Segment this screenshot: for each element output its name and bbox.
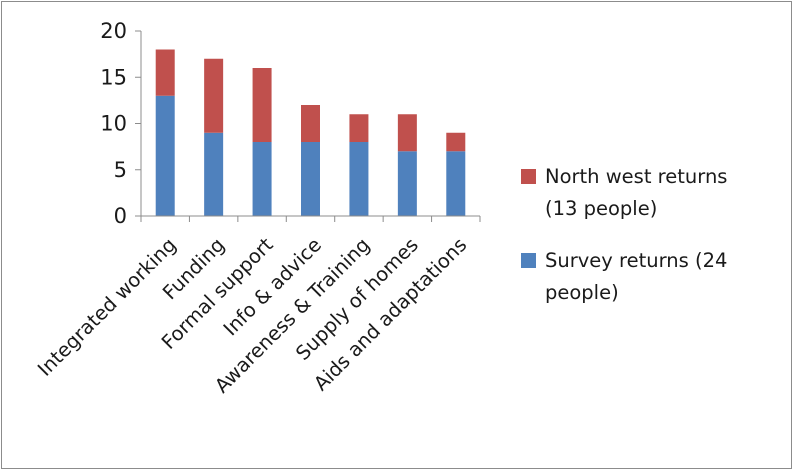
bars: [155, 49, 466, 216]
bar-north-west-returns: [349, 114, 369, 142]
bar-survey-returns: [349, 142, 369, 216]
y-tick-label: 0: [114, 204, 127, 228]
y-tick-label: 5: [114, 158, 127, 182]
bar-north-west-returns: [301, 105, 320, 142]
bar-survey-returns: [155, 95, 175, 216]
bar-survey-returns: [446, 151, 466, 216]
bar-north-west-returns: [446, 132, 466, 152]
bar-north-west-returns: [204, 58, 224, 133]
x-category-label: Integrated working: [33, 233, 181, 381]
legend-label: (13 people): [545, 197, 657, 220]
bar-north-west-returns: [155, 49, 175, 96]
y-tick-label: 20: [100, 19, 127, 43]
legend-label: people): [545, 281, 619, 304]
bar-survey-returns: [397, 151, 417, 216]
bar-survey-returns: [204, 132, 224, 216]
legend: North west returns (13 people) Survey retu…: [521, 165, 727, 304]
legend-label: Survey returns (24: [545, 249, 727, 272]
y-tick-label: 10: [100, 112, 127, 136]
bar-north-west-returns: [252, 68, 272, 142]
y-tick-label: 15: [100, 65, 127, 89]
y-axis: 0 5 10 15 20: [100, 19, 142, 228]
legend-swatch: [521, 253, 536, 268]
bar-survey-returns: [301, 142, 320, 216]
bar-survey-returns: [252, 142, 272, 216]
legend-label: North west returns: [545, 165, 727, 188]
bar-north-west-returns: [397, 114, 417, 152]
legend-swatch: [521, 169, 536, 184]
